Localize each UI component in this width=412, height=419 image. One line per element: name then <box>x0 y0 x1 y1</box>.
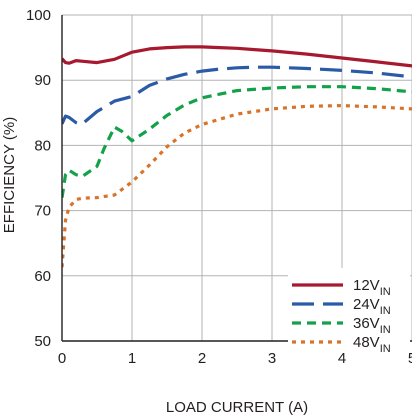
x-tick-label: 2 <box>198 350 206 367</box>
x-tick-label: 1 <box>128 350 136 367</box>
x-tick-label: 5 <box>408 350 412 367</box>
tick-labels: 0 1 2 3 4 5 50 60 70 80 90 100 <box>26 7 412 367</box>
y-tick-label: 100 <box>26 7 51 24</box>
y-tick-label: 70 <box>34 203 51 220</box>
series-line-36v <box>62 85 412 198</box>
series-line-48v <box>62 103 412 268</box>
y-tick-label: 80 <box>34 137 51 154</box>
series-line-12v <box>62 45 412 68</box>
y-tick-label: 90 <box>34 72 51 89</box>
series-lines <box>62 45 412 268</box>
y-axis-title: EFFICIENCY (%) <box>1 117 18 233</box>
y-tick-label: 60 <box>34 268 51 285</box>
series-line-24v <box>62 65 412 127</box>
x-tick-label: 0 <box>58 350 66 367</box>
x-tick-label: 4 <box>338 350 346 367</box>
x-tick-label: 3 <box>268 350 276 367</box>
legend-box <box>288 268 410 351</box>
y-tick-label: 50 <box>34 333 51 350</box>
x-axis-title: LOAD CURRENT (A) <box>166 399 308 416</box>
